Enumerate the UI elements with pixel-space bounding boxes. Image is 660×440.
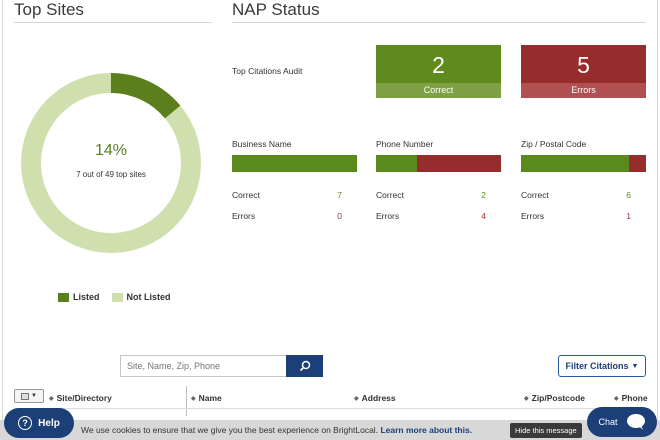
cookie-message: We use cookies to ensure that we give yo…	[81, 425, 472, 435]
zip-code-errors-row: Errors 1	[521, 211, 631, 221]
sort-icon: ◆	[524, 395, 529, 402]
correct-count: 2	[432, 52, 445, 78]
cookie-text: We use cookies to ensure that we give yo…	[81, 425, 379, 435]
caret-down-icon: ▼	[631, 362, 639, 370]
column-site-directory-label: Site/Directory	[56, 393, 112, 403]
legend-not-listed-swatch	[111, 292, 123, 302]
column-zip-postcode[interactable]: ◆ Zip/Postcode	[524, 393, 585, 403]
sort-icon: ◆	[354, 395, 359, 402]
select-all-dropdown[interactable]: ▼	[14, 389, 44, 403]
caret-down-icon: ▼	[31, 393, 37, 399]
errors-label: Errors	[521, 83, 646, 98]
sort-icon: ◆	[49, 395, 54, 402]
help-button[interactable]: ? Help	[4, 408, 74, 438]
zip-code-errors-value: 1	[626, 211, 631, 221]
top-sites-title: Top Sites	[14, 0, 84, 19]
phone-number-bar	[376, 155, 501, 172]
business-name-title: Business Name	[232, 139, 292, 149]
column-site-directory[interactable]: ◆ Site/Directory	[49, 393, 112, 403]
top-sites-legend: Listed Not Listed	[58, 292, 171, 302]
top-sites-divider	[14, 22, 212, 23]
business-name-errors-label: Errors	[232, 211, 256, 221]
chat-bubble-icon	[626, 414, 645, 430]
cookie-learn-more-link[interactable]: Learn more about this.	[380, 425, 473, 435]
business-name-errors-row: Errors 0	[232, 211, 342, 221]
legend-listed-swatch	[58, 292, 69, 302]
zip-code-bar-correct	[521, 155, 629, 172]
business-name-errors-value: 0	[337, 211, 342, 221]
errors-count: 5	[577, 52, 590, 78]
search-button[interactable]	[286, 355, 323, 377]
filter-citations-button[interactable]: Filter Citations ▼	[558, 355, 646, 377]
top-sites-count: 7 out of 49 top sites	[76, 170, 146, 179]
phone-number-bar-correct	[376, 155, 418, 172]
phone-number-correct-label: Correct	[376, 190, 404, 200]
cookie-banner: We use cookies to ensure that we give yo…	[0, 420, 660, 440]
top-sites-percent: 14%	[94, 142, 128, 159]
phone-number-correct-value: 2	[481, 190, 486, 200]
legend-listed-label: Listed	[73, 292, 100, 302]
correct-label: Correct	[376, 83, 501, 98]
nap-status-title: NAP Status	[232, 0, 320, 19]
phone-number-correct-row: Correct 2	[376, 190, 486, 200]
top-citations-audit-label: Top Citations Audit	[232, 66, 303, 76]
column-name[interactable]: ◆ Name	[191, 393, 222, 403]
select-all-checkbox	[21, 392, 30, 400]
legend-not-listed: Not Listed	[111, 292, 171, 302]
zip-code-bar-errors	[628, 155, 646, 172]
business-name-correct-label: Correct	[232, 190, 260, 200]
hide-cookie-message-button[interactable]: Hide this message	[510, 423, 582, 438]
filter-citations-label: Filter Citations	[565, 361, 629, 371]
nap-status-divider	[232, 22, 646, 23]
zip-code-correct-row: Correct 6	[521, 190, 631, 200]
column-phone[interactable]: ◆ Phone	[614, 393, 648, 403]
phone-number-errors-label: Errors	[376, 211, 400, 221]
correct-count-box[interactable]: 2 Correct	[376, 45, 501, 98]
column-zip-postcode-label: Zip/Postcode	[531, 393, 585, 403]
phone-number-title: Phone Number	[376, 139, 434, 149]
phone-number-errors-value: 4	[481, 211, 486, 221]
business-name-correct-value: 7	[337, 190, 342, 200]
zip-code-correct-value: 6	[626, 190, 631, 200]
errors-count-box[interactable]: 5 Errors	[521, 45, 646, 98]
sort-icon: ◆	[614, 395, 619, 402]
legend-not-listed-label: Not Listed	[126, 292, 171, 302]
question-mark-icon: ?	[18, 416, 33, 430]
column-phone-label: Phone	[621, 393, 648, 403]
column-address-label: Address	[361, 393, 396, 403]
column-address[interactable]: ◆ Address	[354, 393, 396, 403]
phone-number-bar-errors	[417, 155, 501, 172]
legend-listed: Listed	[58, 292, 100, 302]
search-icon	[299, 360, 310, 372]
phone-number-errors-row: Errors 4	[376, 211, 486, 221]
chat-label: Chat	[598, 417, 618, 427]
business-name-bar	[232, 155, 357, 172]
table-header-divider	[14, 408, 650, 409]
zip-code-title: Zip / Postal Code	[521, 139, 587, 149]
column-name-label: Name	[198, 393, 222, 403]
citations-table-header: ▼ ◆ Site/Directory ◆ Name ◆ Address ◆ Zi…	[14, 388, 650, 408]
citation-search-input[interactable]	[120, 355, 286, 377]
zip-code-errors-label: Errors	[521, 211, 545, 221]
sort-icon: ◆	[191, 395, 196, 402]
help-label: Help	[38, 417, 60, 429]
business-name-bar-correct	[232, 155, 357, 172]
column-resize-handle[interactable]	[186, 386, 187, 416]
chat-button[interactable]: Chat	[587, 407, 657, 437]
zip-code-correct-label: Correct	[521, 190, 549, 200]
business-name-correct-row: Correct 7	[232, 190, 342, 200]
zip-code-bar	[521, 155, 646, 172]
donut-listed-arc	[110, 73, 181, 119]
top-sites-donut	[20, 72, 202, 254]
